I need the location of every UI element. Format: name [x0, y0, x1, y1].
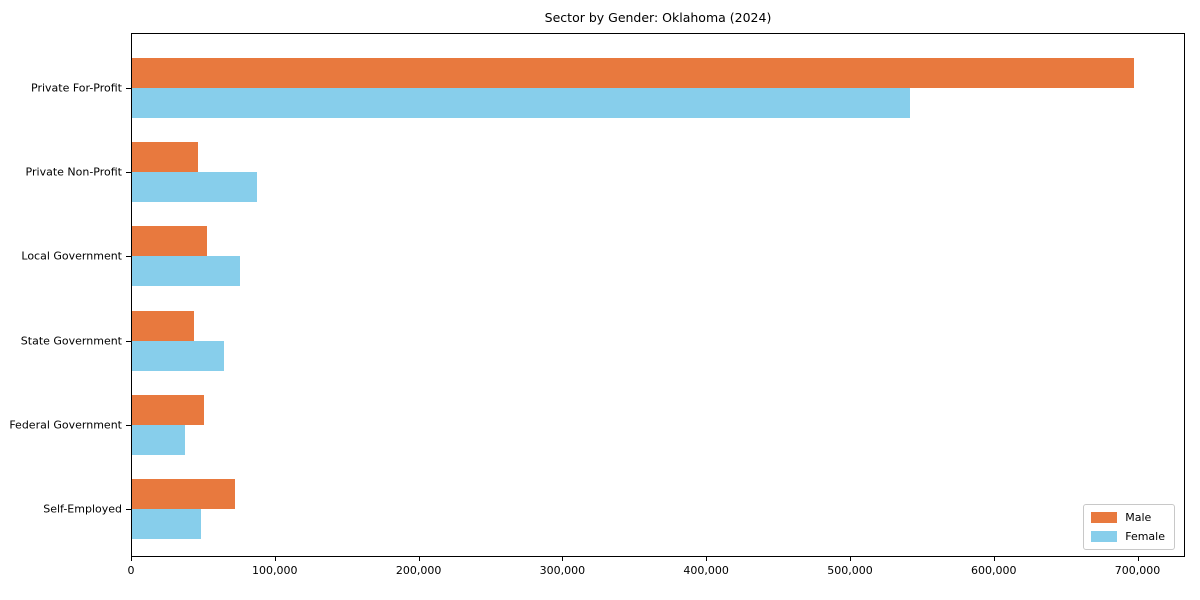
x-tick-label: 600,000 [971, 564, 1017, 577]
legend-label: Male [1125, 511, 1152, 524]
y-tick-mark [126, 256, 131, 258]
bar-female [132, 88, 910, 119]
legend-swatch-female [1091, 531, 1118, 542]
x-tick-label: 300,000 [539, 564, 586, 577]
y-tick-label: State Government [20, 334, 122, 348]
y-tick-label: Self-Employed [43, 502, 122, 516]
bar-male [132, 394, 204, 425]
legend: Male Female [1083, 504, 1175, 550]
y-tick-mark [126, 340, 131, 342]
y-tick-mark [126, 88, 131, 90]
x-tick-label: 700,000 [1114, 564, 1161, 577]
bar-group [132, 478, 1184, 539]
bar-female [132, 508, 201, 539]
x-tick-mark [131, 557, 132, 561]
bar-group [132, 394, 1184, 455]
legend-entry: Female [1091, 530, 1165, 543]
x-tick-mark [993, 557, 995, 561]
bar-female [132, 424, 186, 455]
category-row: Local Government [21, 214, 1184, 298]
y-tick-label: Local Government [21, 249, 122, 263]
category-row: State Government [21, 299, 1184, 383]
bar-female [132, 340, 224, 371]
category-row: Private For-Profit [31, 46, 1184, 130]
x-tick-mark [849, 557, 851, 561]
y-tick-mark [126, 172, 131, 174]
bar-male [132, 142, 199, 173]
bar-group [132, 142, 1184, 203]
x-tick-label: 200,000 [395, 564, 442, 577]
legend-label: Female [1125, 530, 1165, 543]
y-tick-mark [126, 508, 131, 510]
x-tick-mark [418, 557, 420, 561]
y-tick-label: Private Non-Profit [25, 165, 122, 179]
bar-group [132, 58, 1184, 119]
bar-female [132, 172, 257, 203]
bar-male [132, 310, 194, 341]
x-tick-mark [562, 557, 564, 561]
bar-group [132, 226, 1184, 287]
x-tick-label: 500,000 [827, 564, 873, 577]
chart-title: Sector by Gender: Oklahoma (2024) [544, 10, 772, 25]
y-tick-mark [126, 424, 131, 426]
x-tick-label: 100,000 [252, 564, 298, 577]
x-tick-mark [706, 557, 708, 561]
x-tick-mark [274, 557, 276, 561]
bar-female [132, 256, 240, 287]
category-row: Federal Government [9, 383, 1184, 467]
category-row: Self-Employed [43, 467, 1184, 551]
x-tick-mark [1137, 557, 1139, 561]
legend-entry: Male [1091, 511, 1165, 524]
x-axis: 0 100,000 200,000 300,000 400,000 500,000 600,… [127, 557, 1185, 587]
legend-swatch-male [1091, 512, 1118, 523]
category-row: Private Non-Profit [26, 130, 1184, 214]
y-tick-label: Private For-Profit [31, 81, 122, 95]
y-tick-label: Federal Government [9, 418, 122, 432]
bar-male [132, 226, 207, 257]
plot-area: Private For-Profit Private Non-Profit Loca… [9, 33, 1185, 557]
bar-group [132, 310, 1184, 371]
bar-male [132, 58, 1134, 89]
category-rows: Private For-Profit Private Non-Profit Loca… [9, 34, 1184, 556]
bar-male [132, 478, 236, 509]
x-tick-label: 0 [127, 564, 135, 577]
x-tick-label: 400,000 [683, 564, 729, 577]
